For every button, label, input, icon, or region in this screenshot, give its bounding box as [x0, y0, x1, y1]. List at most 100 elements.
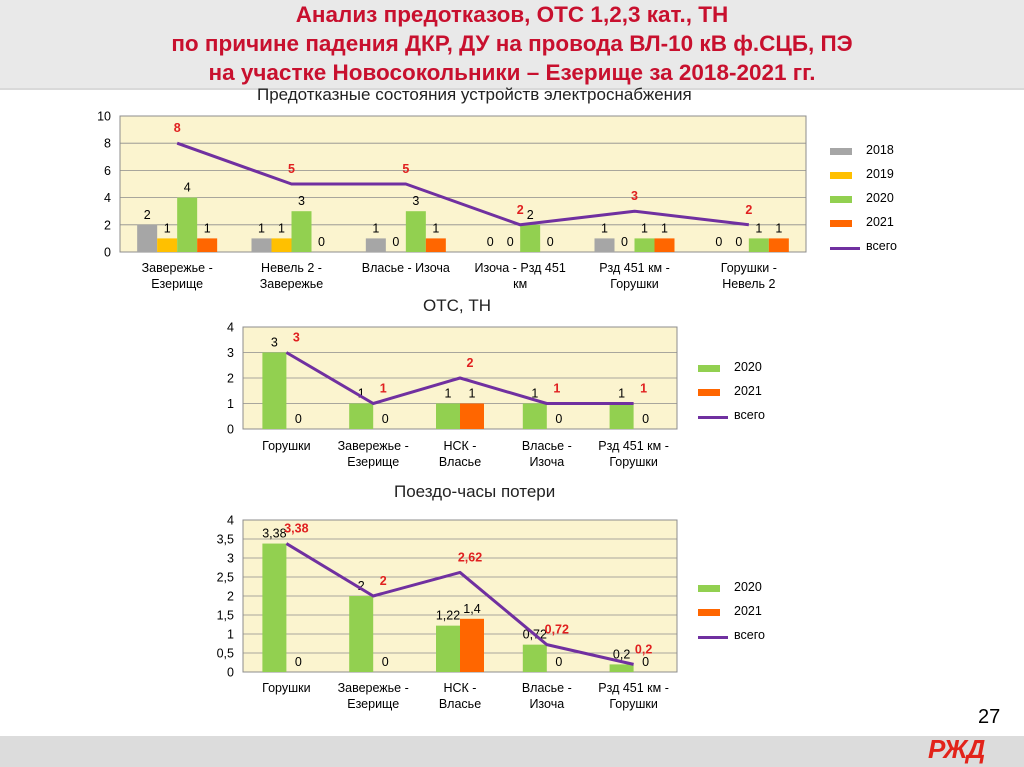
bar-value-label: 0: [392, 235, 399, 249]
bar-2020: [522, 403, 547, 429]
bar-2020: [405, 211, 426, 252]
y-tick-label: 6: [104, 164, 111, 178]
x-category-label-line: Власье -: [522, 439, 572, 453]
slide-title-line-1: Анализ предотказов, ОТС 1,2,3 кат., ТН: [295, 2, 729, 27]
bar-2020: [291, 211, 312, 252]
bar-2021: [425, 238, 446, 252]
legend-swatch: [698, 609, 720, 616]
header-divider: [0, 88, 1024, 90]
bar-value-label: 1: [601, 221, 608, 235]
bar-value-label: 1: [358, 387, 365, 401]
y-tick-label: 3,5: [217, 533, 234, 547]
legend-label: 2020: [734, 580, 762, 594]
bar-value-label: 1: [372, 221, 379, 235]
bar-value-label: 0: [295, 655, 302, 669]
x-category-label-line: Езерище: [347, 455, 399, 469]
bar-2018: [594, 238, 615, 252]
x-category-label-line: Завережье -: [338, 439, 409, 453]
total-value-label: 5: [288, 162, 295, 176]
legend-swatch: [698, 585, 720, 592]
bar-value-label: 0: [382, 655, 389, 669]
bar-2019: [157, 238, 178, 252]
bar-value-label: 1: [641, 221, 648, 235]
x-category-label: Рзд 451 км - Горушки: [599, 261, 670, 291]
x-category-label-line: Власье - Изоча: [362, 261, 450, 275]
bar-value-label: 1: [531, 387, 538, 401]
total-value-label: 2: [517, 203, 524, 217]
legend-label: 2021: [734, 604, 762, 618]
x-category-label-line: Власье -: [522, 681, 572, 695]
x-category-label-line: Горушки: [262, 439, 310, 453]
bar-2019: [271, 238, 292, 252]
x-category-label: Рзд 451 км - Горушки: [598, 439, 669, 469]
bar-value-label: 3: [271, 336, 278, 350]
bar-2018: [365, 238, 386, 252]
x-category-label: Завережье - Езерище: [142, 261, 213, 291]
bar-value-label: 0: [555, 412, 562, 426]
x-category-label-line: Горушки: [609, 455, 657, 469]
bar-value-label: 0: [507, 235, 514, 249]
x-category-label: НСК - Власье: [439, 439, 481, 469]
x-category-label-line: Власье: [439, 455, 481, 469]
bar-2018: [137, 224, 158, 252]
legend-swatch: [698, 389, 720, 396]
x-category-label-line: Езерище: [347, 697, 399, 711]
legend-label: всего: [866, 239, 897, 253]
bar-value-label: 1,22: [436, 609, 460, 623]
y-tick-label: 0,5: [217, 647, 234, 661]
legend-label: 2018: [866, 143, 894, 157]
x-category-label: Власье - Изоча: [362, 261, 450, 275]
y-tick-label: 4: [227, 321, 234, 335]
x-category-label-line: км: [513, 277, 527, 291]
total-value-label: 5: [402, 162, 409, 176]
bar-2020: [609, 664, 634, 672]
y-tick-label: 4: [104, 191, 111, 205]
x-category-label-line: Завережье -: [338, 681, 409, 695]
bar-value-label: 0: [295, 412, 302, 426]
bar-value-label: 1: [204, 221, 211, 235]
bar-2021: [768, 238, 789, 252]
x-category-label: Завережье - Езерище: [338, 439, 409, 469]
x-category-label-line: Невель 2: [722, 277, 775, 291]
y-tick-label: 8: [104, 137, 111, 151]
y-tick-label: 2: [227, 372, 234, 386]
rzd-logo: РЖД: [928, 734, 985, 764]
bar-value-label: 0: [318, 235, 325, 249]
bar-2020: [609, 403, 634, 429]
x-category-label: Горушки: [262, 681, 310, 695]
x-category-label-line: Рзд 451 км -: [599, 261, 670, 275]
x-category-label-line: Горушки -: [721, 261, 777, 275]
y-tick-label: 3: [227, 346, 234, 360]
total-value-label: 2: [467, 356, 474, 370]
x-category-label-line: Горушки: [609, 697, 657, 711]
legend-line-swatch: [698, 636, 728, 639]
bar-value-label: 1: [661, 221, 668, 235]
bar-value-label: 2: [144, 208, 151, 222]
bar-2020: [349, 403, 374, 429]
bar-value-label: 1: [164, 221, 171, 235]
x-category-label-line: Невель 2 -: [261, 261, 322, 275]
bar-value-label: 0: [621, 235, 628, 249]
bar-value-label: 1,4: [463, 602, 480, 616]
bar-value-label: 0: [487, 235, 494, 249]
bar-value-label: 1: [432, 221, 439, 235]
bar-value-label: 3: [412, 194, 419, 208]
total-line: [176, 141, 750, 227]
bar-value-label: 0: [555, 655, 562, 669]
bar-value-label: 1: [775, 221, 782, 235]
legend-line-swatch: [698, 416, 728, 419]
y-tick-label: 1: [227, 397, 234, 411]
y-tick-label: 1: [227, 628, 234, 642]
y-tick-label: 0: [227, 666, 234, 680]
total-value-label: 1: [640, 382, 647, 396]
slide-header: Анализ предотказов, ОТС 1,2,3 кат., ТН п…: [0, 0, 1024, 88]
total-value-label: 3,38: [284, 522, 308, 536]
chart-3: 0 0,5 1 1,5 2 2,5 3 3,5 4 Горушки Завережье - Езери…: [217, 514, 678, 711]
x-category-label-line: НСК -: [444, 681, 477, 695]
bar-value-label: 1: [755, 221, 762, 235]
bar-value-label: 2: [527, 208, 534, 222]
y-tick-label: 10: [97, 110, 111, 124]
x-category-label: Невель 2 - Завережье: [260, 261, 324, 291]
